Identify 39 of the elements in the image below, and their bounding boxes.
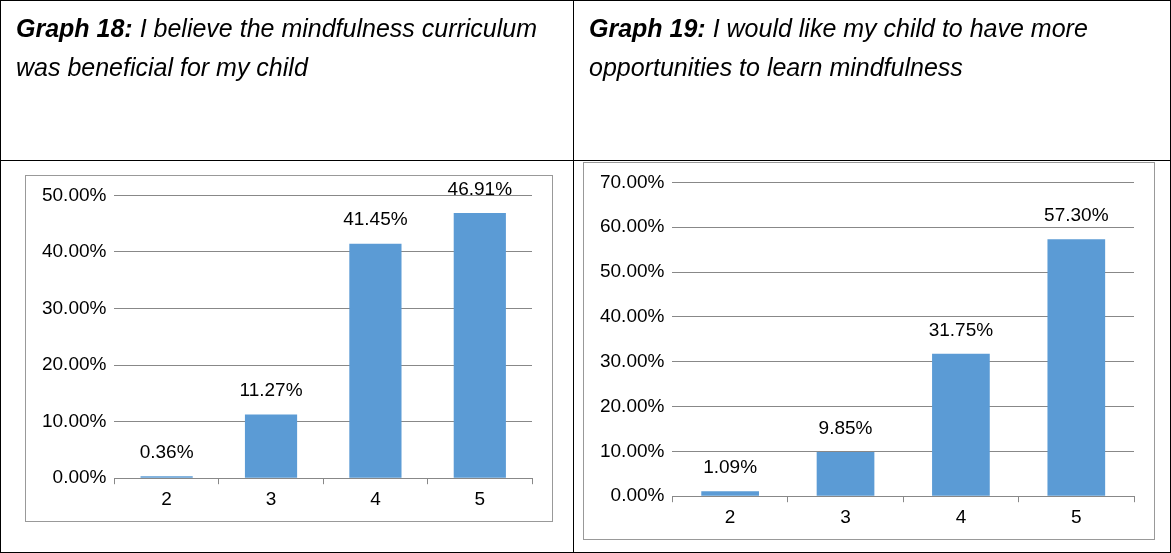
y-tick-label: 40.00% (599, 305, 665, 327)
data-label: 0.36% (139, 440, 194, 462)
x-tick-label: 2 (724, 505, 736, 527)
bar (453, 212, 506, 478)
y-tick-label: 30.00% (41, 296, 107, 318)
x-tick-label: 3 (840, 505, 851, 527)
chart-title: Graph 18: I believe the mindfulness curriculum was beneficial for my child (15, 13, 539, 83)
y-tick-label: 60.00% (599, 215, 665, 237)
y-tick-label: 70.00% (599, 170, 665, 192)
x-tick-label: 5 (1071, 505, 1082, 527)
data-label: 57.30% (1044, 204, 1109, 226)
x-tick-label: 3 (265, 487, 277, 509)
x-tick-label: 4 (370, 487, 382, 509)
bar (349, 243, 402, 478)
y-tick-label: 50.00% (41, 183, 107, 205)
bar (244, 414, 298, 478)
bar (816, 452, 875, 496)
y-tick-label: 30.00% (599, 349, 665, 371)
y-tick-label: 10.00% (599, 439, 665, 461)
x-tick-label: 2 (161, 487, 172, 509)
data-label: 31.75% (928, 318, 994, 340)
data-label: 46.91% (447, 177, 513, 199)
chart-title: Graph 19: I would like my child to have more opportunities to learn mindfulness (588, 13, 1089, 83)
data-label: 11.27% (239, 379, 303, 401)
y-tick-label: 0.00% (52, 466, 107, 488)
data-label: 41.45% (343, 208, 408, 230)
y-tick-label: 0.00% (610, 484, 665, 506)
bar (701, 491, 759, 496)
y-tick-label: 20.00% (41, 353, 107, 375)
y-tick-label: 40.00% (41, 240, 107, 262)
y-tick-label: 50.00% (599, 260, 665, 282)
y-tick-label: 20.00% (599, 394, 665, 416)
bar (1047, 239, 1106, 496)
y-tick-label: 10.00% (41, 409, 107, 431)
x-tick-label: 4 (955, 505, 967, 527)
x-tick-label: 5 (474, 487, 486, 509)
data-label: 9.85% (818, 416, 873, 438)
bar (932, 353, 990, 496)
data-label: 1.09% (703, 456, 758, 478)
